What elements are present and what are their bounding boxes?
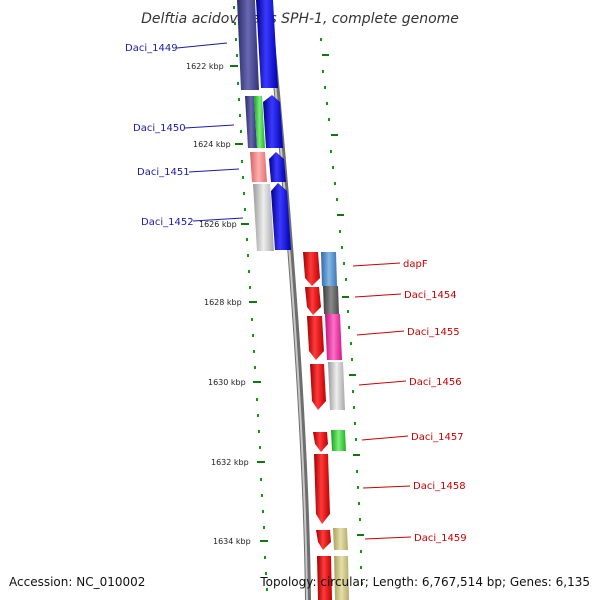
gene-arrow-daci-1459[interactable]	[316, 530, 331, 550]
genome-summary-text: Topology: circular; Length: 6,767,514 bp…	[259, 575, 590, 589]
gene-label-daci-1452[interactable]: Daci_1452	[141, 217, 194, 228]
scale-ticks-left	[230, 65, 268, 542]
category-block-daci-1455[interactable]	[325, 314, 342, 360]
gene-arrow-daci-1452[interactable]	[271, 183, 291, 250]
accession-text: Accession: NC_010002	[9, 575, 145, 589]
gene-label-daci-1459[interactable]: Daci_1459	[414, 533, 467, 544]
gene-label-dapf[interactable]: dapF	[403, 259, 428, 270]
gene-arrow-daci-1449[interactable]	[256, 0, 278, 88]
category-block-daci-1456[interactable]	[328, 362, 345, 410]
category-block-dapf[interactable]	[321, 252, 337, 286]
gene-label-daci-1450[interactable]: Daci_1450	[133, 123, 186, 134]
kbp-label-1634: 1634 kbp	[213, 537, 251, 546]
gene-label-daci-1449[interactable]: Daci_1449	[125, 43, 178, 54]
kbp-label-1624: 1624 kbp	[193, 140, 231, 149]
scale-track-right	[320, 38, 363, 585]
category-block-daci-1459[interactable]	[333, 528, 348, 550]
gene-arrow-dapf[interactable]	[303, 252, 320, 286]
genome-backbone	[265, 0, 311, 600]
category-block-daci-1450-a[interactable]	[245, 96, 257, 148]
genome-backbone-highlight	[266, 0, 308, 600]
gene-arrow-daci-1457[interactable]	[313, 432, 328, 452]
gene-arrow-daci-1456[interactable]	[310, 364, 326, 410]
kbp-label-1626: 1626 kbp	[199, 220, 237, 229]
gene-label-daci-1455[interactable]: Daci_1455	[407, 327, 460, 338]
category-block-daci-1451[interactable]	[250, 152, 267, 182]
gene-label-daci-1456[interactable]: Daci_1456	[409, 377, 462, 388]
gene-arrow-daci-1458[interactable]	[314, 454, 330, 524]
gene-arrow-daci-1450[interactable]	[263, 95, 283, 148]
kbp-label-1632: 1632 kbp	[211, 458, 249, 467]
scale-track-left	[233, 6, 268, 591]
category-block-partial-bottom[interactable]	[334, 556, 349, 600]
gene-label-daci-1454[interactable]: Daci_1454	[404, 290, 457, 301]
category-blocks-left	[237, 0, 274, 251]
reverse-strand-genes	[303, 252, 332, 600]
gene-label-daci-1457[interactable]: Daci_1457	[411, 432, 464, 443]
gene-label-daci-1458[interactable]: Daci_1458	[413, 481, 466, 492]
label-leaders-left	[176, 42, 244, 222]
category-block-daci-1449[interactable]	[237, 0, 259, 90]
category-block-daci-1454[interactable]	[323, 286, 339, 314]
category-block-daci-1452[interactable]	[253, 184, 274, 251]
gene-label-daci-1451[interactable]: Daci_1451	[137, 167, 190, 178]
category-block-daci-1457[interactable]	[331, 430, 346, 451]
gene-arrow-partial-bottom[interactable]	[317, 556, 332, 600]
gene-arrow-daci-1451[interactable]	[269, 152, 286, 182]
gene-arrow-daci-1454[interactable]	[305, 287, 321, 315]
scale-ticks-right	[322, 54, 364, 536]
category-blocks-right	[321, 252, 349, 600]
label-leaders-right	[352, 262, 412, 540]
kbp-label-1628: 1628 kbp	[204, 298, 242, 307]
kbp-label-1630: 1630 kbp	[208, 378, 246, 387]
kbp-label-1622: 1622 kbp	[186, 62, 224, 71]
gene-arrow-daci-1455[interactable]	[307, 316, 324, 360]
map-title: Delftia acidovorans SPH-1, complete geno…	[141, 11, 459, 27]
forward-strand-genes	[256, 0, 291, 250]
category-block-daci-1450-b[interactable]	[254, 96, 265, 148]
